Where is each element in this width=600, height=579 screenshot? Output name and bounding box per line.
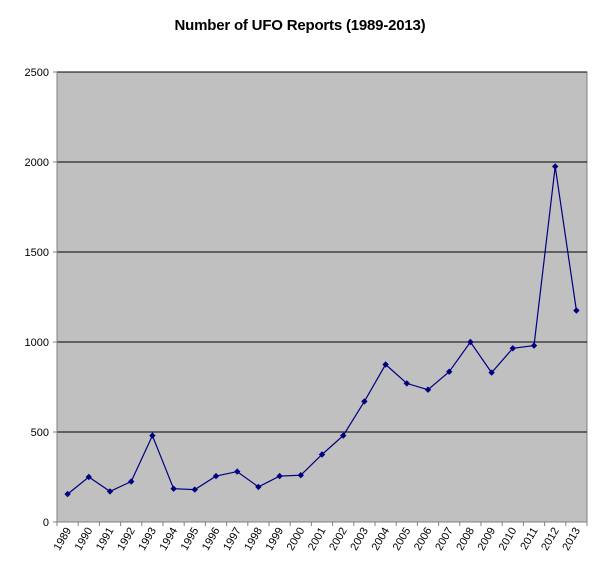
x-tick-label-2008: 2008 (454, 526, 477, 553)
x-tick-label-2002: 2002 (327, 526, 350, 553)
axes (56, 72, 588, 526)
y-tick-label-500: 500 (31, 427, 49, 439)
data-point-1996 (212, 472, 220, 480)
data-point-2000 (297, 472, 304, 479)
data-point-2011 (530, 342, 538, 349)
x-tick-label-2004: 2004 (370, 526, 393, 553)
x-tick-label-1990: 1990 (73, 526, 96, 553)
x-tick-label-2001: 2001 (306, 526, 329, 553)
data-point-2009 (488, 369, 495, 376)
x-tick-label-1991: 1991 (94, 526, 117, 553)
y-tick-label-2000: 2000 (25, 157, 49, 169)
data-point-1995 (191, 486, 198, 493)
data-point-2006 (424, 386, 432, 393)
x-tick-label-1999: 1999 (264, 526, 287, 553)
x-tick-label-1997: 1997 (221, 526, 244, 553)
x-tick-label-1998: 1998 (242, 526, 265, 553)
data-series (64, 163, 580, 498)
data-point-1992 (128, 478, 135, 485)
data-point-1994 (170, 485, 177, 492)
data-point-2004 (382, 361, 389, 368)
data-point-1999 (276, 472, 283, 480)
x-tick-label-2013: 2013 (560, 526, 583, 553)
data-point-1998 (255, 483, 262, 491)
x-tick-label-1994: 1994 (158, 526, 181, 553)
data-point-1993 (149, 432, 156, 439)
x-tick-labels: 1989199019911992199319941995199619971998… (52, 526, 583, 553)
data-point-2001 (318, 451, 326, 458)
data-point-2002 (340, 432, 347, 439)
x-tick-label-1989: 1989 (52, 526, 75, 553)
x-tick-label-2006: 2006 (412, 526, 435, 553)
plot-area (56, 71, 588, 523)
x-tick-label-1993: 1993 (136, 526, 159, 553)
data-point-1990 (85, 473, 92, 481)
y-tick-label-0: 0 (43, 517, 49, 529)
x-tick-label-2012: 2012 (539, 526, 562, 553)
data-point-2007 (446, 368, 453, 375)
x-tick-label-1992: 1992 (115, 526, 138, 553)
y-tick-label-2500: 2500 (25, 67, 49, 79)
y-tick-label-1500: 1500 (25, 247, 49, 259)
data-point-2003 (361, 398, 368, 405)
x-tick-label-2000: 2000 (285, 526, 308, 553)
data-point-2005 (403, 380, 410, 387)
x-tick-label-2005: 2005 (391, 526, 414, 553)
x-tick-label-2011: 2011 (518, 526, 540, 552)
data-point-2008 (467, 338, 474, 346)
x-tick-label-2007: 2007 (433, 526, 456, 553)
gridlines (53, 71, 587, 523)
chart-title: Number of UFO Reports (1989-2013) (174, 17, 426, 34)
data-point-2012 (552, 163, 559, 170)
data-point-1989 (64, 490, 71, 498)
x-tick-label-1996: 1996 (200, 526, 223, 553)
data-point-1991 (106, 488, 114, 495)
x-tick-label-1995: 1995 (179, 526, 202, 553)
y-tick-label-1000: 1000 (25, 337, 49, 349)
y-tick-labels: 0 500 1000 1500 2000 2500 (25, 67, 49, 529)
data-point-2013 (573, 307, 580, 314)
data-point-2010 (509, 345, 516, 352)
x-tick-label-2003: 2003 (348, 526, 371, 553)
x-tick-label-2010: 2010 (497, 526, 520, 553)
x-tick-label-2009: 2009 (476, 526, 499, 553)
data-point-1997 (234, 468, 241, 475)
